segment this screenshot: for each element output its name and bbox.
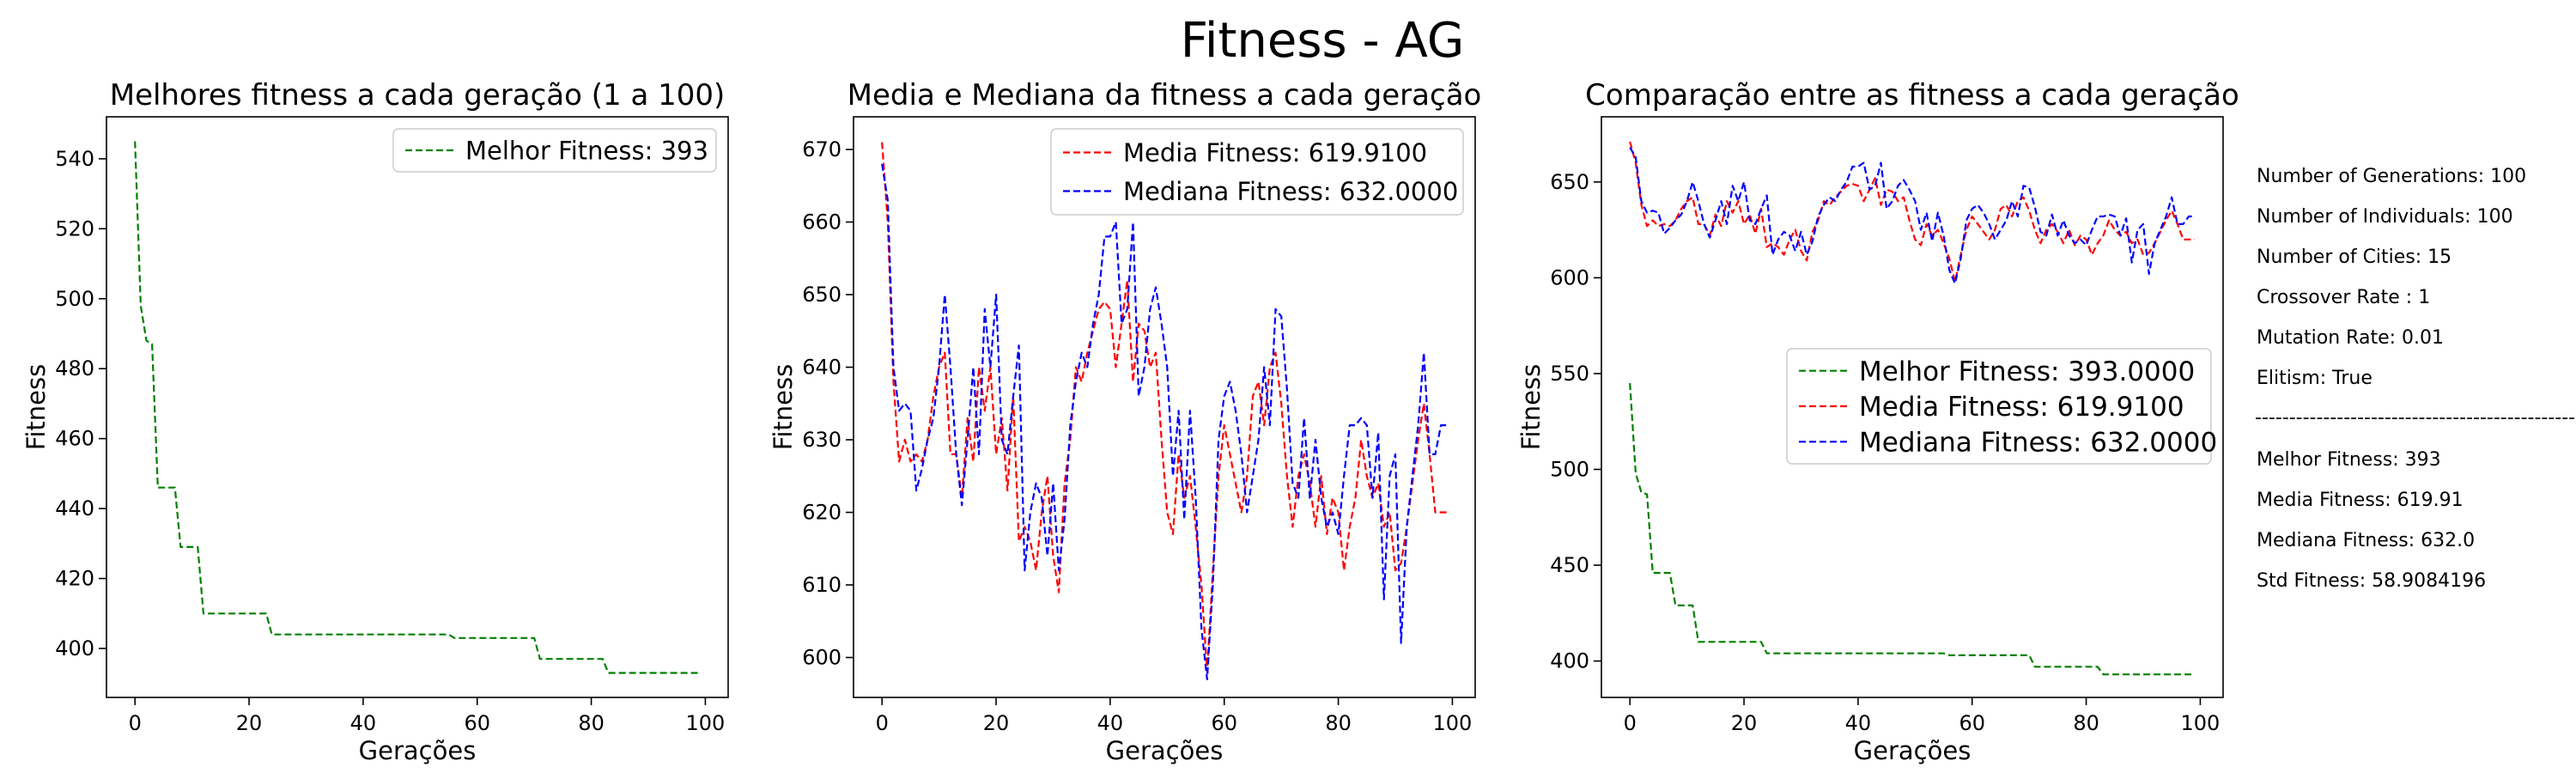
y-tick-label: 640 xyxy=(802,356,841,380)
x-tick-label: 80 xyxy=(578,711,605,735)
chart-title: Media e Mediana da fitness a cada geraçã… xyxy=(848,78,1482,113)
y-tick-label: 670 xyxy=(802,137,841,161)
x-tick-label: 80 xyxy=(1325,711,1352,735)
x-tick-label: 20 xyxy=(236,711,263,735)
chart-1: Melhores fitness a cada geração (1 a 100… xyxy=(21,78,729,765)
info-param: Mutation Rate: 0.01 xyxy=(2257,327,2444,349)
y-tick-label: 500 xyxy=(55,287,94,311)
y-tick-label: 480 xyxy=(55,356,94,380)
chart-title: Melhores fitness a cada geração (1 a 100… xyxy=(110,78,726,113)
x-tick-label: 20 xyxy=(1731,711,1758,735)
legend-entry: Mediana Fitness: 632.0000 xyxy=(1859,427,2217,458)
y-tick-label: 630 xyxy=(802,428,841,452)
charts-area: Melhores fitness a cada geração (1 a 100… xyxy=(21,78,2239,765)
x-tick-label: 40 xyxy=(1845,711,1872,735)
y-tick-label: 550 xyxy=(1550,362,1589,386)
x-tick-label: 40 xyxy=(350,711,377,735)
legend: Media Fitness: 619.9100 Mediana Fitness: … xyxy=(1050,128,1464,216)
info-param: Elitism: True xyxy=(2257,368,2372,389)
legend-box xyxy=(1786,348,2212,465)
y-tick-label: 440 xyxy=(55,496,94,520)
series-line-2 xyxy=(1629,141,2195,283)
x-tick-label: 80 xyxy=(2073,711,2099,735)
legend: Melhor Fitness: 393 xyxy=(392,128,717,173)
y-axis-label: Fitness xyxy=(21,364,51,450)
x-tick-label: 100 xyxy=(686,711,726,735)
plot-frame xyxy=(853,116,1476,698)
info-param: Number of Individuals: 100 xyxy=(2257,206,2513,228)
figure-title: Fitness - AG xyxy=(1181,13,1464,69)
x-tick-label: 60 xyxy=(1959,711,1985,735)
x-tick-label: 40 xyxy=(1097,711,1124,735)
y-axis-label: Fitness xyxy=(769,364,798,450)
chart-3: Comparação entre as fitness a cada geraç… xyxy=(1516,78,2239,765)
y-tick-label: 460 xyxy=(55,427,94,451)
x-tick-label: 20 xyxy=(983,711,1010,735)
legend: Melhor Fitness: 393.0000 Media Fitness: 6… xyxy=(1786,348,2217,465)
legend-entry: Media Fitness: 619.9100 xyxy=(1123,138,1427,167)
x-tick-label: 0 xyxy=(1624,711,1637,735)
y-tick-label: 450 xyxy=(1550,553,1589,577)
x-axis-label: Gerações xyxy=(359,736,477,765)
series-line-1 xyxy=(134,141,700,674)
series-line-2 xyxy=(881,163,1447,681)
x-axis-label: Gerações xyxy=(1854,736,1971,765)
x-tick-label: 0 xyxy=(876,711,889,735)
info-param: Crossover Rate : 1 xyxy=(2257,287,2430,308)
info-separator: ----------------------------------------… xyxy=(2255,407,2576,429)
plot-frame xyxy=(106,116,729,698)
info-param: Number of Cities: 15 xyxy=(2257,247,2451,268)
legend-entry: Media Fitness: 619.9100 xyxy=(1859,392,2184,423)
y-tick-label: 650 xyxy=(802,283,841,307)
plot-frame xyxy=(1601,116,2224,698)
y-tick-label: 520 xyxy=(55,216,94,240)
chart-2: Media e Mediana da fitness a cada geraçã… xyxy=(769,78,1481,765)
y-tick-label: 600 xyxy=(1550,265,1589,289)
legend-entry: Melhor Fitness: 393.0000 xyxy=(1859,356,2195,387)
y-tick-label: 660 xyxy=(802,210,841,234)
y-tick-label: 540 xyxy=(55,147,94,171)
x-tick-label: 60 xyxy=(1211,711,1237,735)
info-stat: Media Fitness: 619.91 xyxy=(2257,490,2464,511)
y-tick-label: 500 xyxy=(1550,458,1589,482)
series-line-1 xyxy=(881,142,1447,673)
series-line-3 xyxy=(1629,147,2195,285)
y-axis-label: Fitness xyxy=(1516,364,1546,450)
y-tick-label: 420 xyxy=(55,567,94,591)
x-tick-label: 60 xyxy=(464,711,490,735)
info-panel: Number of Generations: 100 Number of Indi… xyxy=(2255,166,2576,592)
x-axis-label: Gerações xyxy=(1106,736,1224,765)
legend-entry: Melhor Fitness: 393 xyxy=(465,136,708,165)
legend-entry: Mediana Fitness: 632.0000 xyxy=(1123,177,1458,206)
info-stat: Std Fitness: 58.9084196 xyxy=(2257,570,2486,592)
info-stat: Mediana Fitness: 632.0 xyxy=(2257,530,2475,551)
y-tick-label: 620 xyxy=(802,501,841,525)
info-param: Number of Generations: 100 xyxy=(2257,166,2526,187)
x-tick-label: 0 xyxy=(129,711,142,735)
x-tick-label: 100 xyxy=(2181,711,2221,735)
series-line-1 xyxy=(1629,383,2195,676)
legend-box xyxy=(1050,128,1464,216)
y-tick-label: 650 xyxy=(1550,170,1589,194)
y-tick-label: 400 xyxy=(55,636,94,660)
y-tick-label: 400 xyxy=(1550,649,1589,673)
y-tick-label: 600 xyxy=(802,646,841,670)
chart-title: Comparação entre as fitness a cada geraç… xyxy=(1585,78,2239,113)
legend-box xyxy=(392,128,717,173)
y-tick-label: 610 xyxy=(802,573,841,597)
x-tick-label: 100 xyxy=(1433,711,1473,735)
info-stat: Melhor Fitness: 393 xyxy=(2257,449,2441,471)
